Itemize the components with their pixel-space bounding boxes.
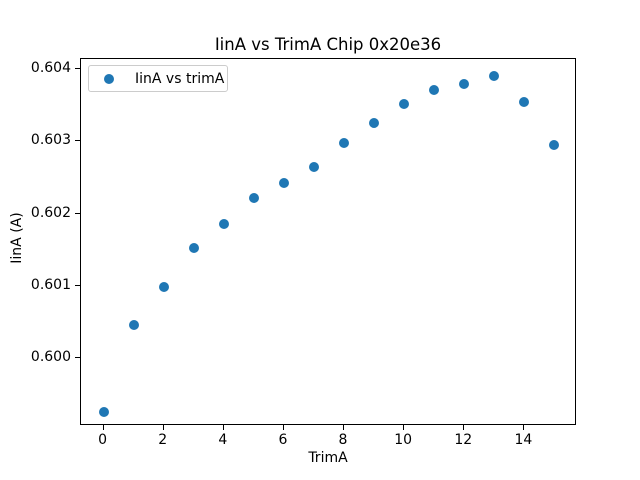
x-tick-label: 14: [514, 432, 533, 448]
data-point: [339, 137, 350, 148]
data-point: [459, 79, 470, 90]
x-axis-label: TrimA: [308, 450, 348, 466]
x-tick-label: 10: [394, 432, 413, 448]
y-tick: [75, 212, 80, 214]
x-tick: [282, 425, 284, 430]
x-tick-label: 8: [338, 432, 348, 448]
x-tick: [463, 425, 465, 430]
y-tick: [75, 140, 80, 142]
data-point: [519, 97, 530, 108]
x-tick: [162, 425, 164, 430]
data-point: [369, 117, 380, 128]
data-point: [158, 282, 169, 293]
data-point: [248, 192, 259, 203]
legend: IinA vs trimA: [88, 65, 228, 92]
y-tick-label: 0.602: [30, 204, 71, 221]
y-tick-label: 0.603: [30, 132, 71, 149]
data-point: [489, 70, 500, 81]
x-tick-label: 12: [454, 432, 473, 448]
legend-marker-icon: [104, 73, 114, 84]
data-point: [399, 98, 410, 109]
data-point: [218, 218, 229, 229]
x-tick: [523, 425, 525, 430]
x-tick: [102, 425, 104, 430]
data-point: [429, 85, 440, 96]
y-tick: [75, 284, 80, 286]
data-point: [278, 178, 289, 189]
legend-label: IinA vs trimA: [135, 70, 225, 87]
data-point: [128, 319, 139, 330]
x-tick: [222, 425, 224, 430]
plot-area: IinA vs trimA: [80, 58, 576, 425]
x-tick-label: 2: [158, 432, 168, 448]
data-point: [98, 406, 109, 417]
x-tick: [343, 425, 345, 430]
y-tick-label: 0.601: [30, 276, 71, 293]
data-point: [549, 139, 560, 150]
data-point: [308, 161, 319, 172]
chart-title: IinA vs TrimA Chip 0x20e36: [214, 35, 442, 54]
x-tick-label: 0: [98, 432, 107, 448]
x-tick-label: 4: [218, 432, 228, 448]
x-tick-label: 6: [278, 432, 288, 448]
y-tick-label: 0.604: [30, 60, 71, 77]
y-tick: [75, 68, 80, 70]
data-point: [188, 243, 199, 254]
y-tick-label: 0.600: [30, 349, 71, 366]
y-tick: [75, 357, 80, 359]
x-tick: [403, 425, 405, 430]
